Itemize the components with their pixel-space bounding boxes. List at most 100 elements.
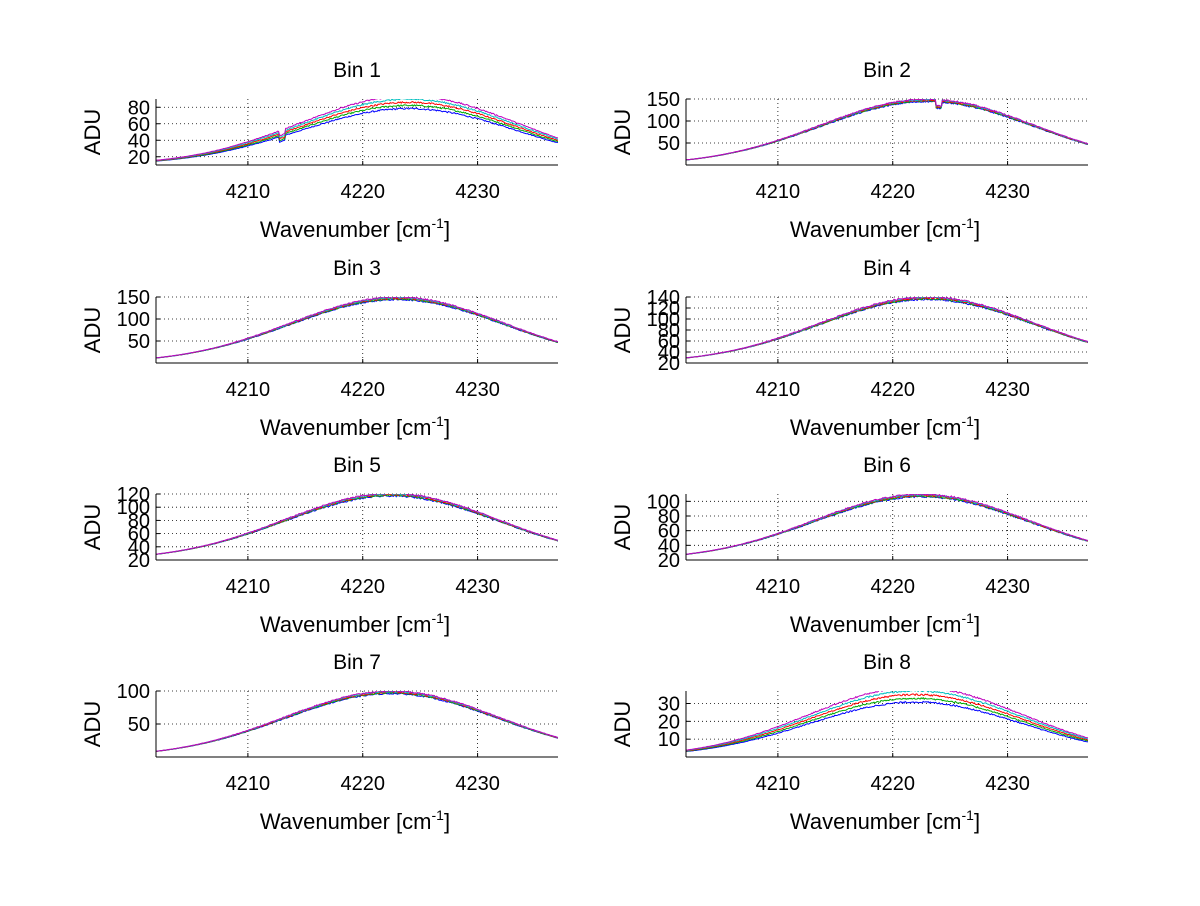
y-tick-label: 100 [647,309,680,331]
x-tick-label: 4220 [340,576,385,598]
series-line [156,494,558,555]
x-tick-label: 4220 [340,181,385,203]
x-axis-label: Wavenumber [cm-1] [260,413,450,440]
y-axis-label: ADU [610,109,635,155]
x-tick-label: 4210 [756,773,801,795]
series-line [156,692,558,752]
series-line [156,298,558,359]
x-axis-label-text: Wavenumber [cm [790,809,962,834]
x-tick-label: 4210 [756,181,801,203]
series-line [686,700,1088,752]
y-tick-label: 140 [647,287,680,309]
series-line [156,691,558,752]
series-line [686,99,1088,161]
x-tick-label: 4210 [756,379,801,401]
y-tick-label: 60 [128,524,150,546]
x-axis-label-superscript: -1 [432,610,445,626]
x-axis-label: Wavenumber [cm-1] [260,610,450,637]
y-tick-label: 120 [647,298,680,320]
y-axis-label: ADU [80,109,105,155]
y-tick-label: 100 [117,309,150,331]
x-axis-label: Wavenumber [cm-1] [260,807,450,834]
y-tick-label: 20 [658,711,680,733]
y-tick-label: 40 [128,130,150,152]
x-axis-label-superscript: -1 [962,807,975,823]
y-axis-label: ADU [80,504,105,550]
series-group [156,99,558,162]
subplot-title: Bin 5 [333,454,381,477]
y-tick-label: 60 [128,114,150,136]
subplot-title: Bin 8 [863,651,911,674]
y-tick-label: 150 [117,287,150,309]
subplot-title: Bin 3 [333,257,381,280]
y-tick-label: 100 [647,491,680,513]
series-line [686,691,1088,751]
series-line [686,100,1088,161]
x-axis-label-text: Wavenumber [cm [790,415,962,440]
x-tick-label: 4230 [455,576,500,598]
series-line [156,494,558,555]
x-tick-label: 4230 [985,773,1030,795]
series-line [156,691,558,752]
subplot-title: Bin 1 [333,59,381,82]
x-axis-label-superscript: -1 [962,215,975,231]
x-tick-label: 4210 [756,576,801,598]
series-line [686,494,1088,555]
x-tick-label: 4210 [226,773,271,795]
series-group [686,99,1088,161]
y-tick-label: 80 [128,510,150,532]
x-axis-label-close: ] [974,809,980,834]
series-line [156,297,558,359]
series-line [156,494,558,555]
series-line [156,99,558,161]
y-tick-label: 50 [658,133,680,155]
y-tick-label: 30 [658,693,680,715]
x-tick-label: 4220 [870,379,915,401]
y-tick-label: 60 [658,521,680,543]
x-axis-label-close: ] [444,809,450,834]
x-axis-label: Wavenumber [cm-1] [790,610,980,637]
series-line [156,297,558,359]
y-tick-label: 100 [117,497,150,519]
series-group [156,297,558,359]
x-tick-label: 4220 [870,181,915,203]
y-tick-label: 50 [128,331,150,353]
x-axis-label: Wavenumber [cm-1] [790,413,980,440]
series-group [686,297,1088,359]
x-tick-label: 4230 [455,773,500,795]
y-tick-label: 40 [658,535,680,557]
x-tick-label: 4230 [985,379,1030,401]
series-line [156,99,558,162]
series-line [686,691,1088,751]
y-tick-label: 60 [658,331,680,353]
y-tick-label: 50 [128,714,150,736]
series-group [156,494,558,555]
x-axis-label-superscript: -1 [432,215,445,231]
y-tick-label: 40 [128,537,150,559]
y-tick-label: 100 [647,111,680,133]
series-line [686,495,1088,555]
y-axis-label: ADU [610,701,635,747]
y-axis-label: ADU [610,307,635,353]
x-tick-label: 4210 [226,379,271,401]
series-line [156,101,558,162]
x-axis-label-close: ] [974,415,980,440]
x-tick-label: 4220 [870,773,915,795]
x-axis-label-close: ] [444,612,450,637]
series-group [156,691,558,752]
series-group [686,691,1088,752]
x-tick-label: 4220 [870,576,915,598]
x-axis-label-superscript: -1 [962,610,975,626]
x-axis-label-text: Wavenumber [cm [260,809,432,834]
subplot-title: Bin 2 [863,59,911,82]
y-tick-label: 10 [658,729,680,751]
x-axis-label-text: Wavenumber [cm [260,612,432,637]
x-axis-label: Wavenumber [cm-1] [790,807,980,834]
x-axis-label-close: ] [444,415,450,440]
x-axis-label-text: Wavenumber [cm [790,612,962,637]
